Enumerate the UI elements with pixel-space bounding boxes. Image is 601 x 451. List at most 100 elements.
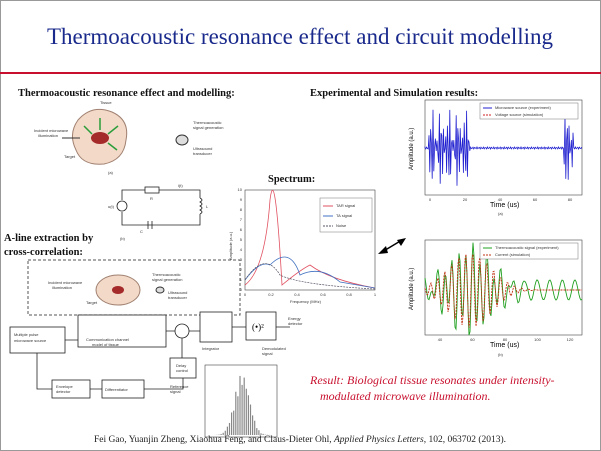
label: Energy [288, 316, 301, 321]
x-tick-label: 60 [470, 337, 475, 342]
waveform [424, 254, 582, 328]
histogram-bar [235, 391, 237, 435]
label: Tissue [100, 100, 112, 105]
x-tick-label: 40 [498, 197, 503, 202]
label: L [206, 204, 209, 209]
label: u(t) [108, 204, 115, 209]
label: signal [170, 389, 181, 394]
label: detector [288, 321, 303, 326]
circuit [116, 186, 203, 229]
x-tick-label: 1 [374, 292, 377, 297]
label: R [150, 196, 153, 201]
target [91, 132, 109, 144]
histogram-bar [254, 420, 256, 435]
y-tick-label: 2 [240, 267, 243, 272]
label: Communication channel [86, 337, 129, 342]
histogram-bar [260, 433, 262, 435]
result-chart-a: Microwave source (experiment) Voltage so… [409, 99, 583, 216]
inset: Incident microwave illumination Thermoac… [27, 259, 241, 316]
x-tick-label: 80 [503, 337, 508, 342]
label: microwave source [14, 338, 47, 343]
result-text: modulated microwave illumination. [320, 389, 491, 403]
label: (b) [120, 236, 126, 241]
histogram-bar [228, 422, 231, 435]
label: detector [56, 389, 71, 394]
label: model of tissue [92, 342, 120, 347]
y-tick-label: 0 [240, 287, 243, 292]
legend-label: Microwave source (experiment) [495, 105, 551, 110]
label: Demodulated [262, 346, 286, 351]
transducer [175, 134, 189, 146]
histogram-bar [258, 430, 260, 435]
x-tick-label: 0.8 [346, 292, 352, 297]
x-tick-label: 0.6 [320, 292, 326, 297]
arrow-head [397, 238, 406, 246]
arrows [83, 118, 119, 151]
label: Ultrasound [193, 146, 212, 151]
spectrum-chart: TAR signal TA signal Noise Frequency (MH… [228, 187, 377, 304]
label: transducer [168, 295, 188, 300]
legend-label: Noise [336, 223, 347, 228]
axis-label: Frequency (MHz) [290, 299, 322, 304]
histogram-bar [224, 430, 226, 435]
legend-label: TAR signal [336, 203, 355, 208]
x-tick-label: 0.2 [268, 292, 274, 297]
axis-label: Amplitude (a.u.) [228, 231, 233, 260]
y-tick-label: 6 [240, 227, 243, 232]
result-chart-b: Thermoacoustic signal (experiment) Curre… [409, 239, 583, 357]
label: Incident microwave [48, 280, 83, 285]
legend-label: TA signal [336, 213, 352, 218]
citation-journal: Applied Physics Letters [333, 435, 424, 445]
axis-label: Time (us) [490, 342, 519, 349]
label: Reference [170, 384, 189, 389]
label: C [140, 229, 143, 234]
histogram-bar [226, 426, 228, 435]
histogram-bar [237, 396, 239, 435]
axis-label: Amplitude (a.u.) [409, 268, 415, 310]
ta-curve [244, 256, 376, 289]
noise-curve [244, 263, 376, 290]
histogram-bar [239, 375, 241, 435]
histogram-bar [220, 433, 222, 435]
citation-details: , 102, 063702 (2013). [424, 434, 506, 445]
histogram-bar [256, 428, 258, 435]
y-tick-label: 4 [240, 247, 243, 252]
x-tick-label: 40 [438, 337, 443, 342]
x-tick-label: 0 [244, 292, 247, 297]
label: Incident microwave [34, 128, 69, 133]
label: signal generation [152, 277, 182, 282]
block-diagram [9, 311, 290, 399]
histogram-bar [231, 412, 233, 435]
section-heading: A-line extraction by [4, 233, 94, 244]
histogram-bar [222, 432, 224, 435]
histogram-bar [249, 404, 252, 435]
transducer [155, 286, 165, 294]
label: Thermoacoustic [152, 272, 180, 277]
label: illumination [52, 285, 72, 290]
y-tick-label: 3 [240, 257, 243, 262]
target [112, 286, 124, 294]
y-tick-label: 8 [240, 207, 243, 212]
legend-label: Current (simulation) [495, 252, 531, 257]
label: Ultrasound [168, 290, 187, 295]
bars [210, 375, 273, 435]
x-tick-label: 0 [429, 197, 432, 202]
y-tick-label: 7 [240, 217, 243, 222]
legend-label: Voltage source (simulation) [495, 112, 544, 117]
slide-title: Thermoacoustic resonance effect and circ… [47, 24, 554, 49]
axis-label: Time (us) [490, 202, 519, 209]
axis-label: Amplitude (a.u.) [409, 128, 415, 170]
x-tick-label: 0.4 [294, 292, 300, 297]
label: Target [86, 300, 98, 305]
citation-authors: Fei Gao, Yuanjin Zheng, Xiaohua Feng, an… [94, 435, 334, 445]
x-tick-label: 20 [463, 197, 468, 202]
y-tick-label: 5 [240, 237, 243, 242]
y-tick-label: 1 [240, 277, 243, 282]
histogram-bar [233, 410, 235, 435]
label: signal generation [193, 125, 223, 130]
label: Target [64, 154, 76, 159]
label: transducer [193, 151, 213, 156]
histogram-bar [262, 433, 264, 435]
result-text: Result: Biological tissue resonates unde… [309, 373, 555, 387]
